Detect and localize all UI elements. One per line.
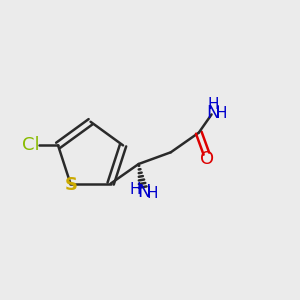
Text: N: N — [137, 183, 150, 201]
Text: H: H — [216, 106, 227, 121]
Text: O: O — [200, 150, 214, 168]
Text: H: H — [146, 186, 158, 201]
Text: N: N — [206, 104, 220, 122]
Text: S: S — [64, 176, 78, 194]
Text: Cl: Cl — [22, 136, 40, 154]
Text: H: H — [130, 182, 141, 197]
Text: H: H — [207, 97, 219, 112]
